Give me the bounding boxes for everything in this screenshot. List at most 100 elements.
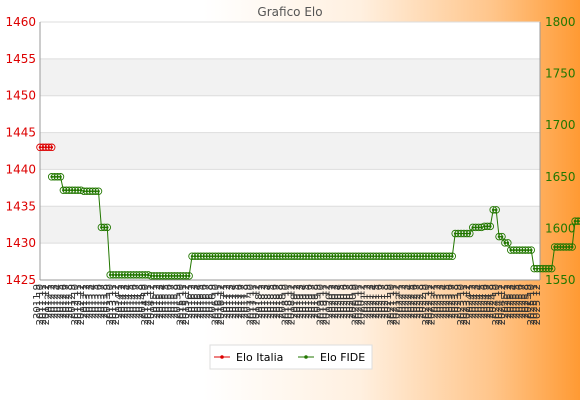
x-tick-label: 2013 12	[111, 284, 122, 325]
x-tick-label: 2025 9	[523, 284, 534, 319]
x-tick-label: 2014 6	[128, 284, 139, 319]
x-tick-label: 2021 8	[380, 284, 391, 319]
legend-label-elo-italia: Elo Italia	[236, 351, 283, 364]
x-tick-label: 2012 5	[55, 284, 66, 319]
left-axis-ticks: 1425 1430 1435 1440 1445 1450 1455 1460	[5, 15, 36, 287]
left-tick-label: 1430	[5, 236, 36, 250]
data-point	[94, 187, 103, 195]
x-tick-label: 2018 6	[269, 284, 280, 319]
x-tick-label: 2019 10	[316, 284, 327, 325]
right-tick-label: 1550	[545, 273, 576, 287]
x-tick-label: 2013 2	[82, 284, 93, 319]
x-tick-label: 2015 1	[149, 284, 160, 319]
x-tick-label: 2016 10	[210, 284, 221, 325]
x-tick-label: 2019 2	[292, 284, 303, 319]
x-tick-label: 2017 2	[222, 284, 233, 319]
data-point-dot	[529, 248, 533, 252]
data-point-dot	[97, 189, 100, 193]
data-point-dot	[550, 267, 553, 270]
x-tick-label: 2013 4	[88, 284, 99, 319]
left-tick-label: 1445	[5, 126, 36, 140]
x-tick-label: 2015 3	[155, 284, 166, 319]
x-tick-label: 2021 11	[389, 284, 400, 325]
x-tick-label: 2025 11	[529, 284, 540, 325]
left-tick-label: 1440	[5, 162, 36, 176]
x-tick-label: 2012 6	[58, 284, 69, 319]
x-tick-label: 2019 7	[307, 284, 318, 319]
x-tick-label: 2015 7	[167, 284, 178, 319]
x-tick-label: 2024 1	[465, 284, 476, 319]
x-tick-label: 2020 2	[327, 284, 338, 319]
x-tick-label: 2024 3	[471, 284, 482, 319]
data-point	[577, 217, 580, 225]
x-tick-label: 2014 5	[126, 284, 137, 319]
data-point-dot	[488, 225, 492, 228]
left-tick-label: 1425	[5, 273, 36, 287]
x-tick-label: 2024 12	[497, 284, 508, 325]
x-tick-label: 2023 8	[450, 284, 461, 319]
grid-band	[40, 22, 540, 59]
left-tick-label: 1450	[5, 89, 36, 103]
x-tick-label: 2019 4	[298, 284, 309, 319]
x-tick-label: 2025 12	[532, 284, 543, 325]
x-tick-label: 2020 12	[357, 284, 368, 325]
x-tick-label: 2015 12	[181, 284, 192, 325]
data-point-dot	[468, 232, 472, 235]
x-tick-label: 2013 7	[96, 284, 107, 319]
x-tick-label: 2016 6	[199, 284, 210, 319]
x-tick-label: 2025 6	[514, 284, 525, 319]
left-tick-label: 1455	[5, 52, 36, 66]
x-tick-label: 2021 9	[383, 284, 394, 319]
legend-item-elo-fide: Elo FIDE	[298, 351, 365, 364]
x-tick-label: 2018 4	[263, 284, 274, 319]
grid-band	[40, 132, 540, 170]
x-tick-label: 2014 10	[140, 284, 151, 325]
x-tick-label: 2024 8	[485, 284, 496, 319]
x-tick-label: 2016 9	[207, 284, 218, 319]
series-elo-fide	[47, 173, 580, 280]
x-tick-label: 2018 3	[260, 284, 271, 319]
x-tick-label: 2022 1	[395, 284, 406, 319]
data-point-dot	[570, 245, 574, 249]
right-tick-label: 1750	[545, 67, 576, 81]
x-tick-label: 2012 9	[67, 284, 78, 319]
x-tick-label: 2023 5	[441, 284, 452, 319]
grid-bands	[40, 22, 540, 280]
data-point-dot	[59, 175, 62, 179]
left-tick-label: 1460	[5, 15, 36, 29]
x-tick-label: 2023 9	[453, 284, 464, 319]
x-tick-label: 2014 12	[146, 284, 157, 325]
data-point-dot	[494, 208, 498, 212]
x-tick-label: 2022 8	[415, 284, 426, 319]
data-point	[574, 217, 580, 225]
x-tick-label: 2025 10	[526, 284, 537, 325]
x-tick-label: 2015 5	[161, 284, 172, 319]
x-tick-label: 2011 10	[35, 284, 46, 325]
x-tick-label: 2024 9	[488, 284, 499, 319]
x-tick-label: 2016 2	[187, 284, 198, 319]
x-tick-label: 2022 10	[421, 284, 432, 325]
x-tick-label: 2023 7	[447, 284, 458, 319]
series-layer	[36, 143, 580, 280]
x-tick-label: 2011 9	[32, 284, 43, 319]
x-tick-label: 2021 3	[365, 284, 376, 319]
x-tick-label: 2016 8	[205, 284, 216, 319]
x-tick-label: 2013 10	[105, 284, 116, 325]
x-tick-label: 2025 7	[517, 284, 528, 319]
x-tick-label: 2012 7	[61, 284, 72, 319]
x-tick-label: 2013 3	[85, 284, 96, 319]
x-tick-label: 2024 11	[494, 284, 505, 325]
data-point-dot	[450, 254, 454, 258]
x-tick-label: 2012 8	[64, 284, 75, 319]
x-tick-label: 2014 7	[131, 284, 142, 319]
x-tick-label: 2016 3	[190, 284, 201, 319]
x-tick-label: 2023 12	[462, 284, 473, 325]
x-tick-label: 2021 6	[374, 284, 385, 319]
grid-band	[40, 95, 540, 133]
legend: Elo Italia Elo FIDE	[209, 344, 373, 370]
x-tick-label: 2019 6	[304, 284, 315, 319]
x-tick-label: 2023 1	[430, 284, 441, 319]
x-tick-label: 2020 9	[348, 284, 359, 319]
right-axis-ticks: 1550 1600 1650 1700 1750 1800	[545, 15, 576, 287]
